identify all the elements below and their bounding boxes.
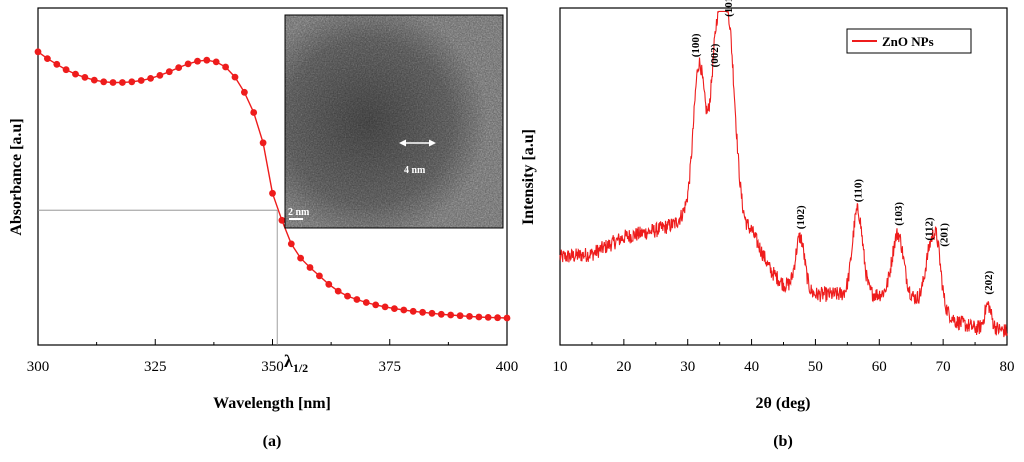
absorbance-point — [381, 303, 389, 311]
peak-label: (102) — [795, 205, 807, 229]
legend-label: ZnO NPs — [882, 34, 934, 49]
absorbance-point — [306, 264, 314, 271]
peak-label: (110) — [853, 179, 865, 203]
peak-label: (002) — [709, 43, 721, 67]
absorbance-point — [475, 313, 483, 321]
absorbance-point — [325, 280, 333, 288]
absorbance-point — [194, 57, 201, 65]
absorbance-point — [456, 312, 464, 320]
absorbance-point — [165, 68, 173, 76]
absorbance-point — [156, 72, 164, 79]
absorbance-point — [119, 79, 126, 86]
peak-label: (101) — [723, 0, 735, 17]
x-tick-label-b: 10 — [553, 359, 568, 375]
absorbance-point — [419, 308, 426, 316]
absorbance-point — [362, 299, 370, 306]
x-tick-label-b: 80 — [1000, 359, 1015, 375]
absorbance-point — [81, 74, 89, 81]
absorbance-point — [316, 272, 323, 280]
peak-label: (112) — [923, 217, 935, 241]
absorbance-point — [297, 254, 304, 262]
absorbance-point — [278, 216, 286, 224]
absorbance-point — [203, 56, 211, 64]
plot-frame-b — [559, 7, 1008, 346]
absorbance-point — [391, 305, 398, 312]
x-tick-label-a: 325 — [144, 359, 167, 375]
peak-label: (100) — [690, 33, 702, 57]
panel-b-xrd: 10 20 30 40 50 60 70 80 (100) (002) (101) (102) (11… — [520, 0, 1015, 450]
absorbance-point — [344, 292, 351, 300]
absorbance-point — [447, 311, 455, 319]
x-tick-label-a: 375 — [379, 359, 402, 375]
absorbance-point — [44, 55, 51, 62]
particle-size-label: 4 nm — [404, 165, 426, 176]
scale-bar-label: 2 nm — [288, 207, 310, 218]
absorbance-point — [269, 189, 276, 197]
absorbance-point — [503, 314, 511, 322]
absorbance-point — [53, 60, 61, 68]
absorbance-point — [241, 88, 248, 96]
absorbance-point — [287, 240, 295, 248]
xrd-pattern-line — [559, 10, 1008, 338]
x-tick-label-a: 300 — [27, 359, 50, 375]
absorbance-point — [259, 139, 267, 147]
absorbance-point — [62, 66, 70, 74]
absorbance-point — [437, 310, 445, 318]
x-tick-label-b: 40 — [744, 359, 759, 375]
absorbance-point — [109, 79, 117, 86]
absorbance-point — [222, 63, 230, 71]
absorbance-point — [353, 296, 361, 303]
absorbance-point — [428, 309, 436, 317]
absorbance-point — [34, 48, 42, 56]
x-tick-label-b: 50 — [808, 359, 823, 375]
y-axis-title-a: Absorbance [a.u] — [8, 118, 25, 235]
absorbance-point — [334, 287, 342, 295]
absorbance-point — [184, 60, 192, 68]
x-axis-title-a: Wavelength [nm] — [213, 395, 331, 412]
tem-inset-image: 4 nm 2 nm — [284, 14, 504, 229]
x-tick-label-b: 60 — [872, 359, 887, 375]
panel-a-absorbance: 300 325 350 375 400 — [8, 7, 519, 450]
peak-label: (103) — [893, 202, 905, 226]
x-tick-label-b: 20 — [616, 359, 631, 375]
absorbance-point — [128, 78, 136, 86]
absorbance-point — [231, 73, 239, 81]
x-tick-label-b: 30 — [680, 359, 695, 375]
y-axis-title-b: Intensity [a.u] — [520, 129, 537, 225]
absorbance-point — [484, 314, 492, 321]
absorbance-point — [72, 70, 79, 78]
absorbance-point — [90, 76, 98, 84]
x-tick-label-b: 70 — [936, 359, 951, 375]
absorbance-point — [372, 301, 380, 309]
panel-label-a: (a) — [263, 433, 282, 450]
absorbance-point — [400, 306, 408, 314]
panel-label-b: (b) — [773, 433, 793, 450]
peak-label: (202) — [983, 270, 995, 294]
x-tick-label-a: 400 — [496, 359, 519, 375]
absorbance-point — [147, 75, 155, 82]
legend: ZnO NPs — [846, 28, 972, 54]
absorbance-point — [250, 109, 258, 116]
peak-label: (201) — [938, 223, 950, 247]
absorbance-point — [409, 307, 417, 315]
absorbance-point — [212, 58, 220, 66]
half-max-label: λ1/2 — [284, 351, 308, 375]
x-tick-label-a: 350 — [261, 359, 284, 375]
x-axis-title-b: 2θ (deg) — [755, 395, 810, 412]
absorbance-point — [137, 77, 145, 84]
absorbance-point — [466, 313, 473, 320]
absorbance-point — [175, 64, 183, 71]
absorbance-point — [100, 78, 108, 86]
absorbance-point — [494, 314, 501, 322]
